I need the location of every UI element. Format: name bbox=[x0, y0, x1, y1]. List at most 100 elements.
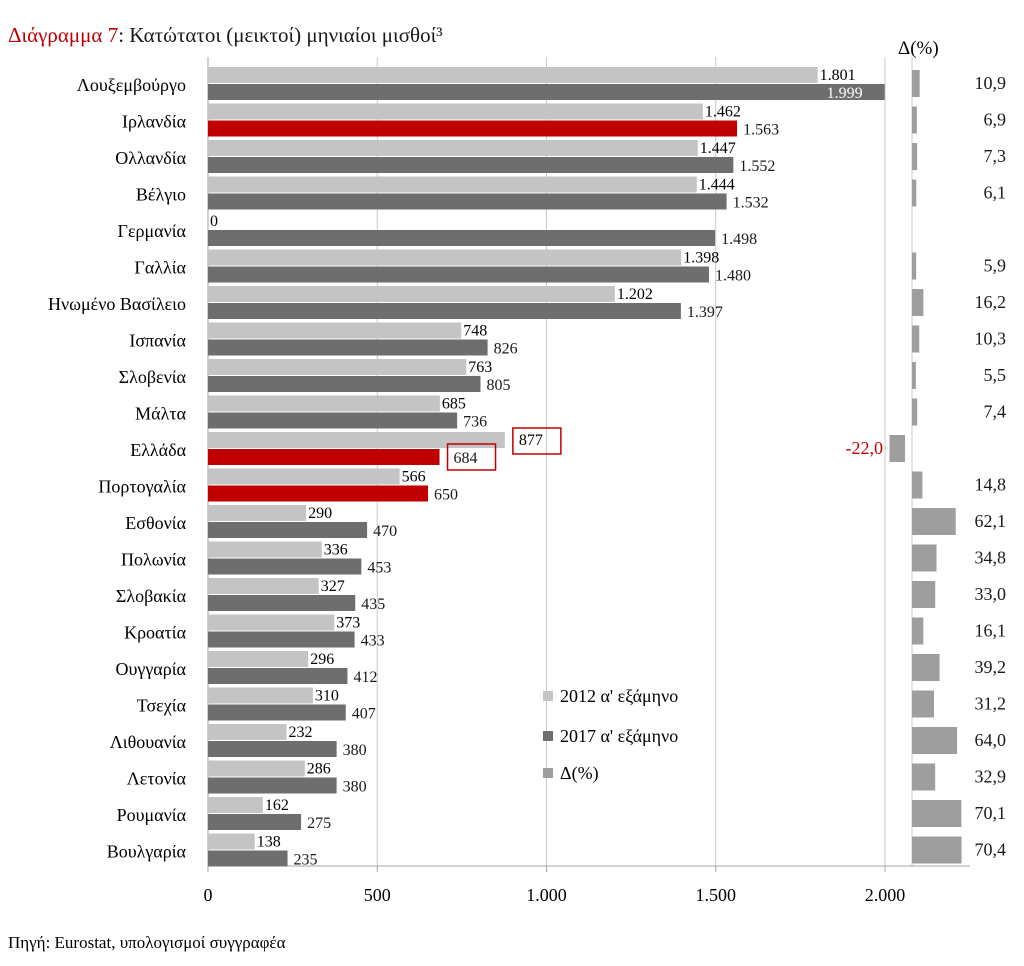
bar-2012-γαλλία bbox=[208, 249, 682, 266]
bar-2012-ρουμανία bbox=[208, 797, 263, 813]
label-2017-γαλλία: 1.480 bbox=[715, 268, 751, 285]
delta-label-βουλγαρία: 70,4 bbox=[975, 840, 1007, 860]
label-2017-σλοβενία: 805 bbox=[486, 377, 510, 394]
category-label-λουξεμβούργο: Λουξεμβούργο bbox=[77, 75, 186, 95]
bar-2012-ηνωμένο-βασίλειο bbox=[208, 286, 615, 302]
bar-2017-κροατία bbox=[208, 631, 355, 648]
bar-2012-εσθονία bbox=[208, 505, 307, 521]
bar-2012-ολλανδία bbox=[208, 140, 698, 156]
bar-2017-πολωνία bbox=[208, 558, 362, 575]
category-label-πορτογαλία: Πορτογαλία bbox=[98, 477, 186, 497]
x-tick-label-0: 0 bbox=[204, 885, 213, 905]
bar-2012-βουλγαρία bbox=[208, 833, 255, 850]
label-2017-λιθουανία: 380 bbox=[343, 742, 367, 759]
delta-label-λουξεμβούργο: 10,9 bbox=[975, 73, 1007, 93]
category-label-γερμανία: Γερμανία bbox=[118, 221, 187, 241]
bar-2017-ρουμανία bbox=[208, 814, 302, 830]
delta-label-λιθουανία: 64,0 bbox=[975, 730, 1007, 750]
label-2012-ιρλανδία: 1.462 bbox=[705, 104, 741, 121]
bar-2017-σλοβακία bbox=[208, 595, 356, 611]
label-2012-λιθουανία: 232 bbox=[289, 724, 313, 741]
label-2012-λουξεμβούργο: 1.801 bbox=[820, 67, 856, 84]
delta-bar-ιρλανδία bbox=[912, 106, 917, 134]
label-2017-γερμανία: 1.498 bbox=[721, 231, 757, 248]
category-labels: Λουξεμβούργο Ιρλανδία Ολλανδία Βέλγιο Γερμαν… bbox=[48, 75, 187, 862]
bar-2012-ισπανία bbox=[208, 322, 462, 339]
category-label-ιρλανδία: Ιρλανδία bbox=[122, 112, 187, 132]
legend-label-0: 2012 α' εξάμηνο bbox=[560, 686, 678, 706]
delta-label-βέλγιο: 6,1 bbox=[984, 183, 1007, 203]
label-2017-λετονία: 380 bbox=[343, 779, 367, 796]
label-2017-ισπανία: 826 bbox=[494, 341, 518, 358]
bar-2012-λετονία bbox=[208, 760, 305, 777]
delta-label-ηνωμένο-βασίλειο: 16,2 bbox=[975, 292, 1007, 312]
label-2017-ελλάδα: 684 bbox=[454, 450, 478, 467]
label-2012-τσεχία: 310 bbox=[315, 688, 339, 705]
category-label-λετονία: Λετονία bbox=[127, 769, 187, 789]
bar-2012-ουγγαρία bbox=[208, 651, 309, 667]
bar-2012-σλοβακία bbox=[208, 578, 319, 594]
legend-swatch-2 bbox=[543, 768, 553, 778]
delta-bar-λουξεμβούργο bbox=[912, 70, 920, 97]
bar-2017-εσθονία bbox=[208, 522, 368, 538]
x-axis: 0 500 1.000 1.500 2.000 bbox=[204, 866, 905, 905]
delta-bar-τσεχία bbox=[912, 690, 934, 718]
bar-2017-λιθουανία bbox=[208, 741, 337, 757]
delta-bars-layer: 10,9 6,9 7,3 6,1 5,9 16,2 10,3 5,5 7,4 -22,0 14,8 6… bbox=[846, 70, 1007, 864]
delta-label-μάλτα: 7,4 bbox=[984, 402, 1007, 422]
category-label-ρουμανία: Ρουμανία bbox=[117, 805, 187, 825]
bar-2017-ιρλανδία bbox=[208, 120, 738, 137]
label-2012-εσθονία: 290 bbox=[308, 505, 332, 522]
label-2017-βέλγιο: 1.532 bbox=[733, 195, 769, 212]
delta-bar-σλοβενία bbox=[912, 362, 916, 389]
delta-label-ελλάδα: -22,0 bbox=[846, 438, 884, 458]
category-label-σλοβενία: Σλοβενία bbox=[119, 367, 187, 387]
label-2017-μάλτα: 736 bbox=[463, 414, 487, 431]
delta-label-σλοβενία: 5,5 bbox=[984, 365, 1007, 385]
label-2017-ολλανδία: 1.552 bbox=[739, 158, 775, 175]
label-2017-σλοβακία: 435 bbox=[361, 596, 385, 613]
bar-2017-γαλλία bbox=[208, 266, 709, 283]
chart-title-text: : Κατώτατοι (μεικτοί) μηνιαίοι μισθοί³ bbox=[118, 23, 442, 47]
delta-bar-ηνωμένο-βασίλειο bbox=[912, 289, 924, 316]
category-label-βέλγιο: Βέλγιο bbox=[136, 185, 186, 205]
label-box-2012-ελλάδα bbox=[512, 427, 562, 455]
bar-2012-κροατία bbox=[208, 614, 335, 631]
label-2017-ουγγαρία: 412 bbox=[353, 669, 377, 686]
bar-2017-λετονία bbox=[208, 777, 337, 794]
label-2017-τσεχία: 407 bbox=[352, 706, 376, 723]
label-box-2017-ελλάδα bbox=[446, 443, 497, 471]
category-label-βουλγαρία: Βουλγαρία bbox=[107, 842, 187, 862]
x-tick-label-1500: 1.500 bbox=[696, 885, 737, 905]
bar-2017-πορτογαλία bbox=[208, 485, 429, 502]
label-2017-πορτογαλία: 650 bbox=[434, 487, 458, 504]
delta-bar-εσθονία bbox=[912, 508, 956, 535]
bar-2017-βέλγιο bbox=[208, 193, 727, 210]
bar-2017-μάλτα bbox=[208, 412, 458, 429]
category-label-μάλτα: Μάλτα bbox=[135, 404, 186, 424]
chart-title-prefix: Διάγραμμα 7 bbox=[8, 23, 118, 47]
label-2017-βουλγαρία: 235 bbox=[294, 852, 318, 869]
label-2017-κροατία: 433 bbox=[361, 633, 385, 650]
label-2012-βουλγαρία: 138 bbox=[257, 834, 281, 851]
label-2017-ηνωμένο-βασίλειο: 1.397 bbox=[687, 304, 723, 321]
label-2017-λουξεμβούργο: 1.999 bbox=[827, 85, 863, 102]
label-2017-ρουμανία: 275 bbox=[307, 815, 331, 832]
delta-bar-λετονία bbox=[912, 763, 936, 791]
delta-label-ιρλανδία: 6,9 bbox=[984, 110, 1007, 130]
bar-2012-τσεχία bbox=[208, 687, 313, 704]
x-tick-label-1000: 1.000 bbox=[526, 885, 567, 905]
delta-bar-σλοβακία bbox=[912, 581, 936, 608]
category-label-ουγγαρία: Ουγγαρία bbox=[115, 659, 186, 679]
delta-bar-πολωνία bbox=[912, 544, 937, 572]
delta-bar-ελλάδα bbox=[889, 435, 905, 462]
delta-label-ρουμανία: 70,1 bbox=[975, 803, 1007, 823]
legend: 2012 α' εξάμηνο 2017 α' εξάμηνο Δ(%) bbox=[543, 686, 678, 784]
delta-label-σλοβακία: 33,0 bbox=[975, 584, 1007, 604]
bar-2012-πολωνία bbox=[208, 541, 322, 558]
bar-2017-λουξεμβούργο bbox=[208, 84, 885, 100]
bar-2017-τσεχία bbox=[208, 704, 346, 721]
